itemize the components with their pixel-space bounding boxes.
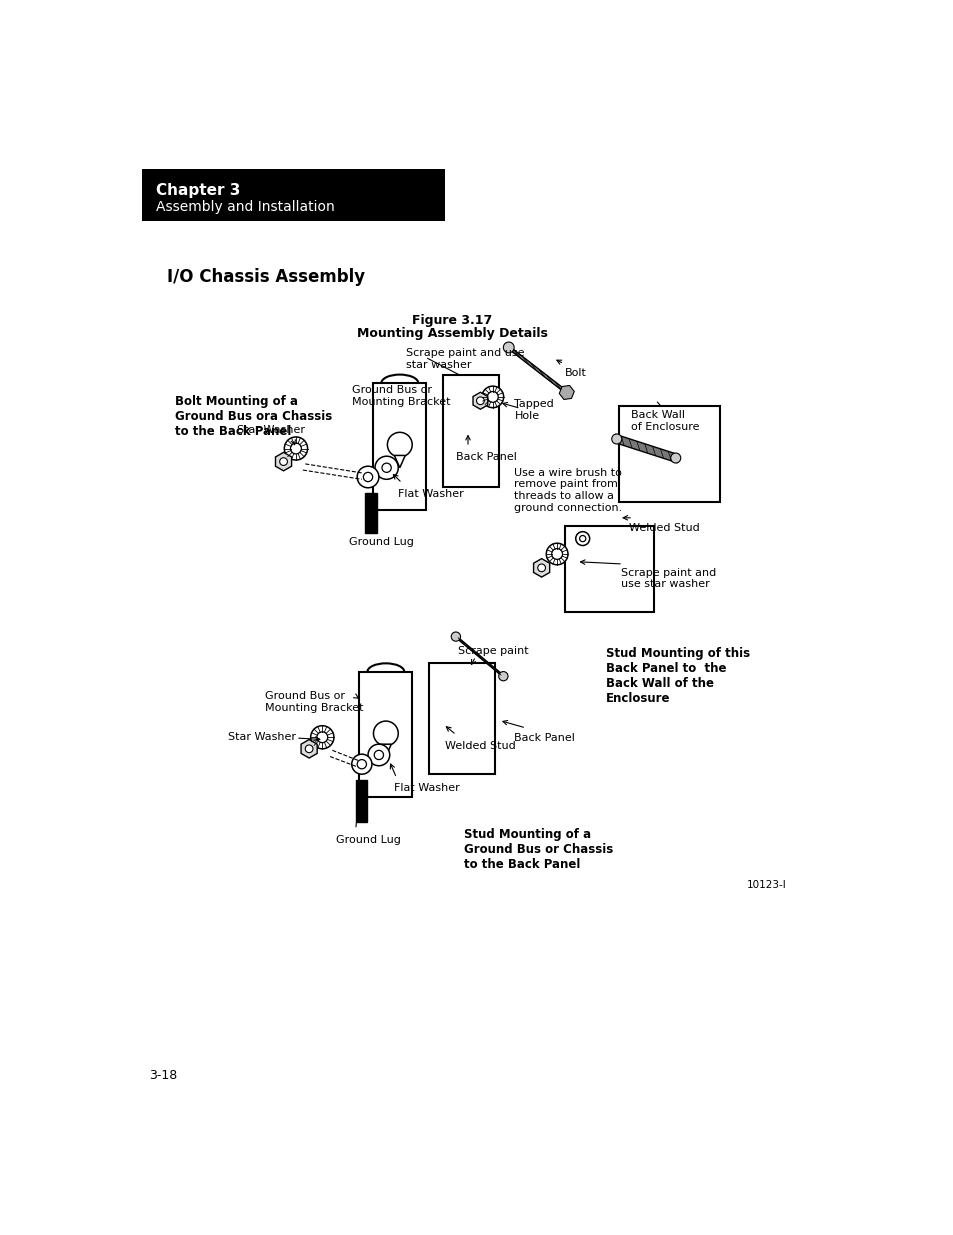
Circle shape [356, 466, 378, 488]
Circle shape [575, 531, 589, 546]
Circle shape [316, 732, 328, 742]
Text: Tapped
Hole: Tapped Hole [514, 399, 554, 421]
Circle shape [611, 433, 621, 445]
Circle shape [356, 760, 366, 769]
Bar [142, 169, 444, 221]
Text: Stud Mounting of this
Back Panel to  the
Back Wall of the
Enclosure: Stud Mounting of this Back Panel to the … [605, 647, 749, 705]
Bar [618, 406, 720, 503]
Circle shape [352, 755, 372, 774]
Text: 3-18: 3-18 [149, 1070, 176, 1082]
Bar [443, 375, 498, 487]
Polygon shape [615, 435, 677, 463]
Text: Ground Bus or
Mounting Bracket: Ground Bus or Mounting Bracket [352, 385, 450, 408]
Circle shape [451, 632, 460, 641]
Polygon shape [533, 558, 549, 577]
Circle shape [487, 391, 497, 403]
Text: Mounting Assembly Details: Mounting Assembly Details [356, 327, 547, 340]
Circle shape [387, 432, 412, 457]
Circle shape [476, 396, 484, 405]
Text: Back Panel: Back Panel [514, 734, 575, 743]
Polygon shape [473, 393, 487, 409]
Text: Welded Stud: Welded Stud [629, 524, 700, 534]
Text: Assembly and Installation: Assembly and Installation [155, 200, 335, 215]
Polygon shape [275, 452, 292, 471]
Bar [355, 779, 367, 823]
Polygon shape [453, 634, 506, 679]
Circle shape [305, 745, 313, 752]
Text: Welded Stud: Welded Stud [444, 741, 515, 751]
Circle shape [503, 342, 514, 353]
Text: Flat Washer: Flat Washer [394, 783, 459, 793]
Text: I/O Chassis Assembly: I/O Chassis Assembly [167, 268, 365, 285]
Polygon shape [505, 343, 570, 396]
Circle shape [368, 745, 390, 766]
Bar [373, 383, 426, 510]
Circle shape [374, 751, 383, 760]
Bar [365, 493, 376, 534]
Circle shape [291, 443, 301, 454]
Circle shape [279, 458, 287, 466]
Text: Flat Washer: Flat Washer [397, 489, 463, 499]
Circle shape [311, 726, 334, 748]
Circle shape [481, 387, 503, 408]
Text: 10123-I: 10123-I [746, 879, 786, 889]
Circle shape [551, 548, 562, 559]
Text: Scrape paint and
use star washer: Scrape paint and use star washer [620, 568, 716, 589]
Circle shape [670, 453, 680, 463]
Text: Back Wall
of Enclosure: Back Wall of Enclosure [630, 410, 699, 431]
Circle shape [537, 564, 545, 572]
Text: Figure 3.17: Figure 3.17 [412, 314, 492, 327]
Text: Bolt: Bolt [564, 368, 586, 378]
Polygon shape [394, 456, 405, 468]
Circle shape [381, 463, 391, 472]
Circle shape [363, 472, 373, 482]
Polygon shape [558, 385, 574, 399]
Text: Scrape paint: Scrape paint [457, 646, 528, 656]
Text: Chapter 3: Chapter 3 [155, 183, 240, 198]
Text: Scrape paint and use
star washer: Scrape paint and use star washer [406, 348, 524, 370]
Text: Ground Lug: Ground Lug [335, 835, 400, 845]
Bar [359, 672, 412, 797]
Text: Bolt Mounting of a
Ground Bus ora Chassis
to the Back Panel: Bolt Mounting of a Ground Bus ora Chassi… [174, 395, 332, 437]
Text: Back Panel: Back Panel [456, 452, 516, 462]
Text: Star Washer: Star Washer [228, 732, 295, 742]
Circle shape [498, 672, 508, 680]
Circle shape [579, 536, 585, 542]
Circle shape [546, 543, 567, 564]
Circle shape [373, 721, 397, 746]
Text: Star Washer: Star Washer [236, 425, 305, 436]
Text: Stud Mounting of a
Ground Bus or Chassis
to the Back Panel: Stud Mounting of a Ground Bus or Chassis… [464, 829, 613, 871]
Circle shape [375, 456, 397, 479]
Text: Ground Lug: Ground Lug [349, 537, 414, 547]
Circle shape [284, 437, 307, 461]
Bar [429, 662, 495, 774]
Polygon shape [380, 745, 391, 757]
Text: Use a wire brush to
remove paint from
threads to allow a
ground connection.: Use a wire brush to remove paint from th… [514, 468, 622, 513]
Polygon shape [301, 740, 316, 758]
Text: Ground Bus or
Mounting Bracket: Ground Bus or Mounting Bracket [265, 692, 363, 713]
Bar [564, 526, 654, 611]
